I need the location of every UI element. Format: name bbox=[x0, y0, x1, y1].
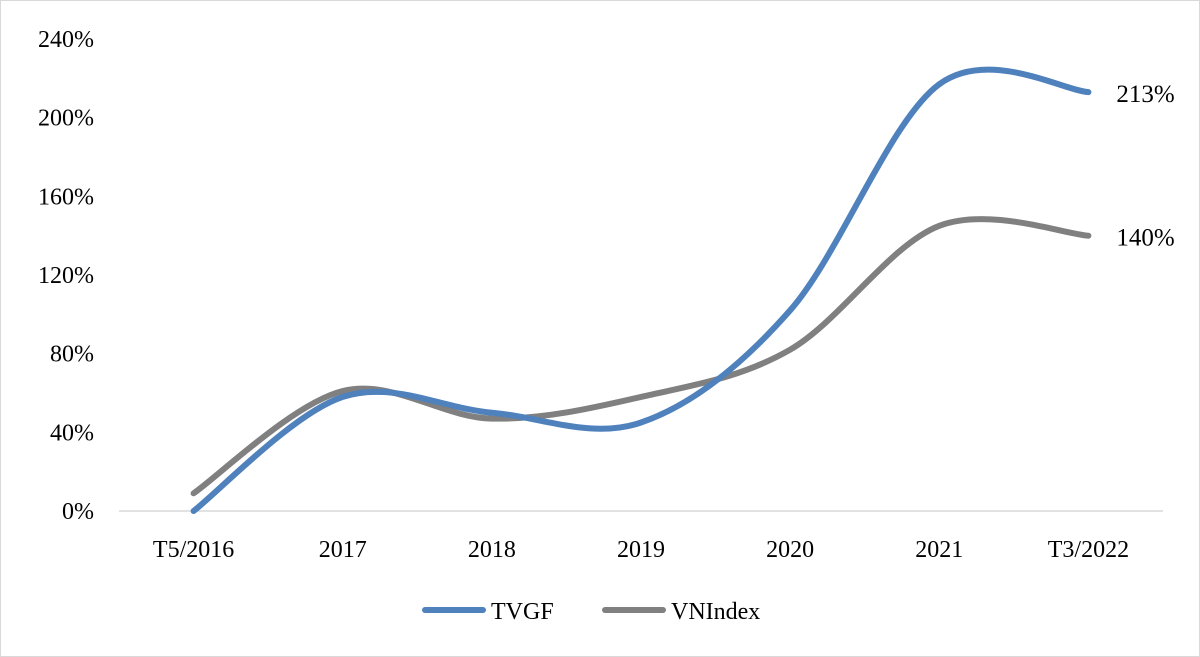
x-tick-label: T3/2022 bbox=[1048, 537, 1129, 563]
legend-label-vnindex: VNIndex bbox=[671, 599, 760, 625]
y-tick-label: 160% bbox=[38, 184, 94, 210]
x-tick-label: 2018 bbox=[468, 537, 516, 563]
end-data-labels: 213% 140% bbox=[1116, 81, 1174, 252]
series-line-tvgf bbox=[190, 66, 1092, 514]
legend: TVGF VNIndex bbox=[422, 599, 760, 625]
y-tick-label: 120% bbox=[38, 263, 94, 289]
x-tick-label: 2020 bbox=[766, 537, 814, 563]
data-label-tvgf: 213% bbox=[1116, 81, 1174, 108]
y-tick-label: 200% bbox=[38, 106, 94, 132]
x-tick-label: T5/2016 bbox=[153, 537, 234, 563]
legend-label-tvgf: TVGF bbox=[491, 599, 554, 625]
y-tick-label: 80% bbox=[50, 342, 94, 368]
y-axis-tick-labels: 0% 40% 80% 120% 160% 200% 240% bbox=[38, 27, 94, 525]
x-tick-label: 2019 bbox=[617, 537, 665, 563]
data-label-vnindex: 140% bbox=[1116, 225, 1174, 252]
series-line-vnindex bbox=[190, 216, 1092, 497]
series-lines bbox=[190, 66, 1092, 514]
x-tick-label: 2021 bbox=[915, 537, 963, 563]
x-axis-tick-labels: T5/2016 2017 2018 2019 2020 2021 T3/2022 bbox=[153, 537, 1129, 563]
y-tick-label: 0% bbox=[62, 499, 94, 525]
x-tick-label: 2017 bbox=[319, 537, 367, 563]
y-tick-label: 40% bbox=[50, 420, 94, 446]
y-tick-label: 240% bbox=[38, 27, 94, 53]
